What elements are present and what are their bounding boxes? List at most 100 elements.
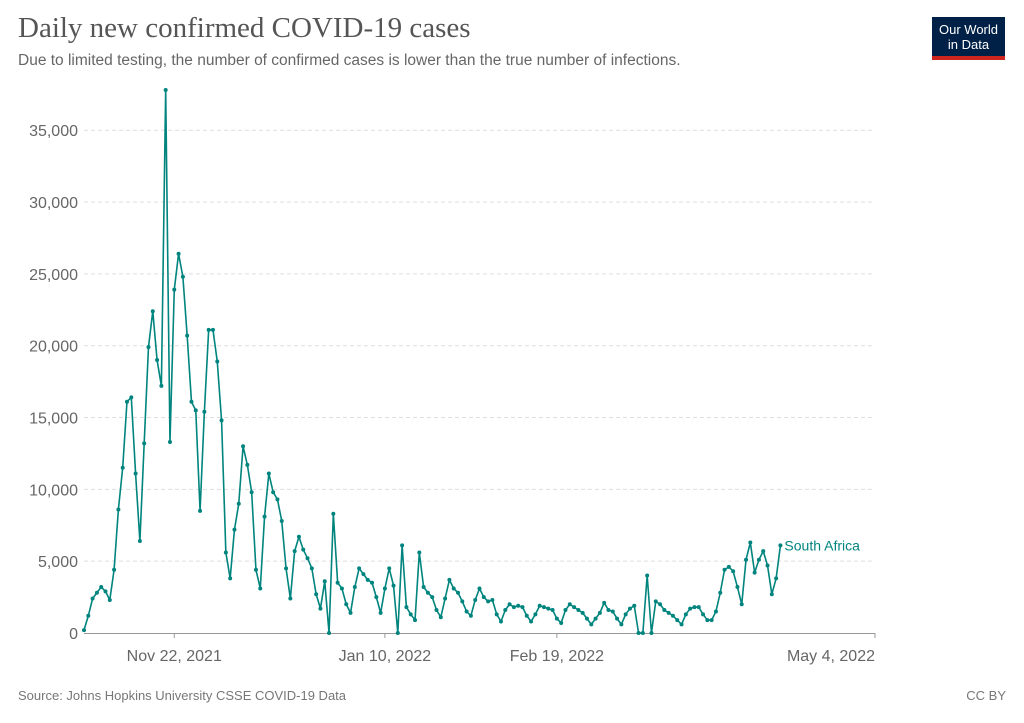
data-point	[696, 605, 701, 610]
data-point	[683, 612, 688, 617]
data-point	[451, 586, 456, 591]
y-tick-label: 20,000	[29, 339, 78, 356]
data-point	[649, 631, 654, 635]
data-point	[206, 327, 211, 332]
data-point	[116, 507, 121, 512]
data-point	[417, 550, 422, 555]
data-point	[365, 577, 370, 582]
data-point	[597, 610, 602, 615]
data-point	[494, 612, 499, 617]
data-point	[713, 609, 718, 614]
data-point	[357, 566, 362, 571]
data-point	[219, 418, 224, 423]
data-point	[589, 622, 594, 627]
data-point	[765, 563, 770, 568]
data-point	[159, 383, 164, 388]
data-point	[82, 628, 86, 633]
data-point	[275, 497, 280, 502]
data-point	[400, 543, 405, 548]
data-point	[249, 490, 254, 495]
x-axis: Nov 22, 2021 Jan 10, 2022 Feb 19, 2022 May …	[84, 633, 876, 665]
chart-subtitle: Due to limited testing, the number of co…	[18, 52, 681, 69]
data-point	[378, 610, 383, 615]
data-point	[709, 618, 714, 623]
data-point	[387, 566, 392, 571]
data-point	[228, 576, 233, 581]
x-tick-label: Feb 19, 2022	[510, 648, 604, 665]
data-point	[619, 622, 624, 627]
data-point	[632, 603, 637, 608]
data-point	[464, 609, 469, 614]
data-point	[292, 549, 297, 554]
data-point	[640, 631, 645, 635]
data-point	[705, 618, 710, 623]
license-note[interactable]: CC BY	[966, 688, 1006, 703]
data-point	[541, 605, 546, 610]
data-point	[309, 566, 314, 571]
data-point	[99, 585, 104, 590]
data-point	[507, 602, 512, 607]
owid-logo[interactable]: Our World in Data	[932, 17, 1005, 60]
data-point	[615, 616, 620, 621]
data-point	[533, 612, 538, 617]
data-point	[408, 612, 413, 617]
data-point	[645, 573, 650, 578]
data-point	[701, 612, 706, 617]
chart-title: Daily new confirmed COVID-19 cases	[18, 12, 471, 44]
data-point	[498, 619, 503, 624]
data-point	[774, 576, 779, 581]
source-note[interactable]: Source: Johns Hopkins University CSSE CO…	[18, 688, 347, 703]
data-point	[133, 471, 138, 476]
data-point	[284, 566, 289, 571]
data-point	[606, 608, 611, 613]
data-point	[769, 592, 774, 597]
data-point	[361, 572, 366, 577]
data-point	[752, 570, 757, 575]
y-tick-label: 15,000	[29, 411, 78, 428]
data-point	[370, 580, 375, 585]
data-point	[490, 597, 495, 602]
data-point	[718, 590, 723, 595]
data-point	[756, 557, 761, 562]
data-point	[262, 514, 267, 519]
x-tick-label: Nov 22, 2021	[127, 648, 222, 665]
data-point	[327, 631, 332, 635]
series-south-africa[interactable]	[83, 89, 782, 634]
data-point	[584, 616, 589, 621]
data-point	[210, 327, 215, 332]
data-point	[670, 613, 675, 618]
data-point	[374, 595, 379, 600]
data-point	[537, 603, 542, 608]
series-label-south-africa[interactable]: South Africa	[784, 537, 860, 553]
y-tick-label: 35,000	[29, 123, 78, 140]
data-point	[279, 518, 284, 523]
data-point	[348, 610, 353, 615]
data-point	[425, 590, 430, 595]
data-point	[322, 579, 327, 584]
data-point	[662, 608, 667, 613]
y-axis: 0 5,000 10,000 15,000 20,000 25,000 30,000 35,0…	[29, 123, 78, 643]
data-point	[559, 620, 564, 625]
data-point	[636, 631, 641, 635]
data-points	[82, 88, 783, 635]
data-point	[739, 602, 744, 607]
data-point	[142, 441, 147, 446]
data-point	[352, 585, 357, 590]
data-point	[215, 359, 220, 364]
y-tick-label: 0	[69, 626, 78, 643]
data-point	[481, 595, 486, 600]
data-point	[176, 251, 181, 256]
data-point	[477, 586, 482, 591]
data-point	[430, 595, 435, 600]
data-point	[236, 501, 241, 506]
data-point	[675, 618, 680, 623]
data-point	[107, 597, 112, 602]
series-labels: South Africa	[784, 537, 860, 553]
data-point	[124, 399, 129, 404]
data-point	[434, 608, 439, 613]
data-point	[546, 606, 551, 611]
data-point	[318, 606, 323, 611]
data-point	[692, 605, 697, 610]
data-point	[761, 549, 766, 554]
series-line-south-africa[interactable]	[83, 89, 782, 634]
